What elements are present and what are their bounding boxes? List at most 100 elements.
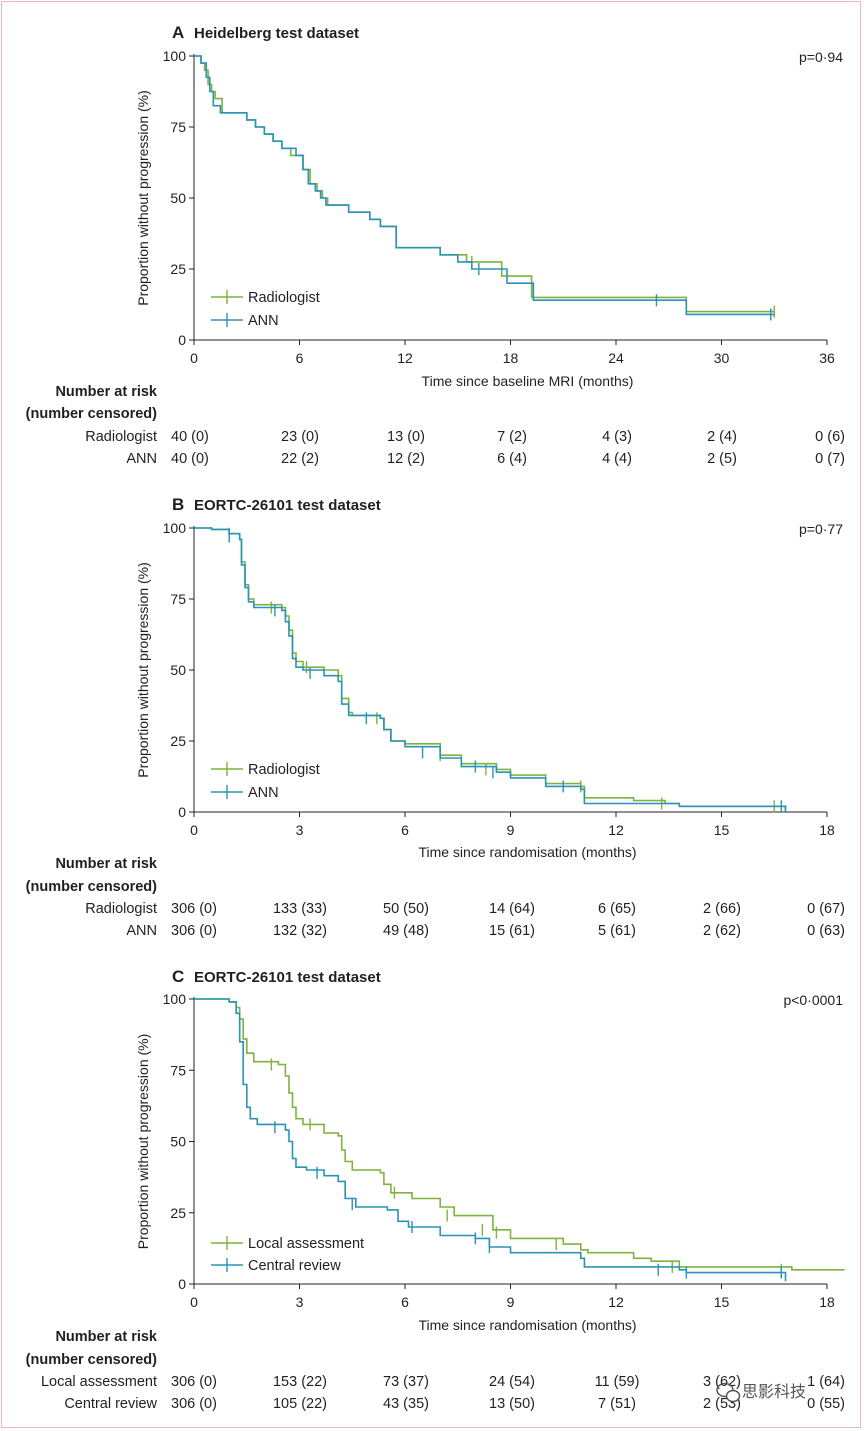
risk-value: 306 (0)	[171, 1374, 217, 1390]
y-tick-label: 0	[178, 804, 186, 820]
x-tick-label: 18	[503, 350, 519, 366]
x-tick-label: 9	[507, 1294, 515, 1310]
y-tick-label: 50	[170, 662, 186, 678]
x-tick-label: 18	[819, 1294, 835, 1310]
y-tick-label: 50	[170, 190, 186, 206]
x-tick-label: 3	[296, 1294, 304, 1310]
x-tick-label: 6	[296, 350, 304, 366]
risk-value: 14 (64)	[489, 901, 535, 917]
x-axis-label: Time since baseline MRI (months)	[422, 373, 634, 389]
x-tick-label: 24	[608, 350, 624, 366]
risk-value: 50 (50)	[383, 901, 429, 917]
risk-row-label: Radiologist	[85, 429, 157, 445]
risk-value: 6 (65)	[598, 901, 636, 917]
risk-table-heading: Number at risk	[55, 856, 157, 872]
legend-label: ANN	[248, 785, 279, 801]
panel-letter: A	[172, 23, 184, 42]
risk-value: 23 (0)	[281, 429, 319, 445]
risk-value: 6 (4)	[497, 451, 527, 467]
risk-value: 2 (66)	[703, 901, 741, 917]
risk-value: 11 (59)	[595, 1374, 640, 1390]
survival-curve-ann	[194, 527, 787, 812]
risk-value: 43 (35)	[383, 1396, 429, 1412]
y-tick-label: 50	[170, 1134, 186, 1150]
p-value: p<0·0001	[783, 992, 843, 1008]
legend-label: Central review	[248, 1258, 341, 1274]
x-tick-label: 36	[819, 350, 835, 366]
risk-value: 153 (22)	[273, 1374, 327, 1390]
risk-value: 0 (6)	[815, 429, 845, 445]
risk-value: 7 (2)	[497, 429, 527, 445]
p-value: p=0·94	[799, 49, 843, 65]
wechat-bubble-small	[725, 1389, 741, 1403]
risk-value: 4 (3)	[602, 429, 632, 445]
y-tick-label: 25	[170, 1205, 186, 1221]
y-tick-label: 0	[178, 1276, 186, 1292]
legend-label: ANN	[248, 313, 279, 329]
y-tick-label: 100	[163, 991, 187, 1007]
risk-table-subheading: (number censored)	[26, 406, 157, 422]
x-tick-label: 15	[714, 1294, 730, 1310]
risk-value: 105 (22)	[273, 1396, 327, 1412]
risk-table-subheading: (number censored)	[26, 1352, 157, 1368]
legend-label: Local assessment	[248, 1236, 364, 1252]
panel-b: B EORTC-26101 test dataset p=0·77 0 25 50 75 10…	[26, 495, 845, 939]
panel-a: A Heidelberg test dataset p=0·94 0 25 50 75 100…	[26, 23, 845, 467]
y-tick-label: 100	[163, 520, 187, 536]
watermark: 思影科技	[716, 1382, 806, 1403]
survival-curve-local-assessment	[194, 998, 845, 1271]
risk-row-label: Radiologist	[85, 901, 157, 917]
x-tick-label: 12	[397, 350, 413, 366]
risk-value: 133 (33)	[273, 901, 327, 917]
risk-row-label: ANN	[126, 923, 157, 939]
risk-value: 49 (48)	[383, 923, 429, 939]
risk-value: 15 (61)	[489, 923, 535, 939]
x-tick-label: 12	[608, 822, 624, 838]
risk-value: 1 (64)	[807, 1374, 845, 1390]
risk-value: 306 (0)	[171, 901, 217, 917]
panel-c: C EORTC-26101 test dataset p<0·0001 0 25 50 75…	[26, 967, 845, 1412]
legend-label: Radiologist	[248, 762, 320, 778]
y-tick-label: 75	[170, 1062, 186, 1078]
risk-value: 0 (63)	[807, 923, 845, 939]
risk-value: 306 (0)	[171, 923, 217, 939]
risk-value: 5 (61)	[598, 923, 636, 939]
y-tick-label: 100	[163, 48, 187, 64]
x-tick-label: 6	[401, 822, 409, 838]
risk-table-heading: Number at risk	[55, 384, 157, 400]
x-axis-label: Time since randomisation (months)	[418, 1317, 636, 1333]
risk-value: 7 (51)	[598, 1396, 636, 1412]
y-tick-label: 25	[170, 733, 186, 749]
risk-value: 2 (62)	[703, 923, 741, 939]
x-tick-label: 3	[296, 822, 304, 838]
legend-label: Radiologist	[248, 290, 320, 306]
risk-value: 40 (0)	[171, 429, 209, 445]
x-tick-label: 15	[714, 822, 730, 838]
risk-row-label: Local assessment	[41, 1374, 157, 1390]
risk-value: 73 (37)	[383, 1374, 429, 1390]
wechat-icon	[716, 1382, 741, 1403]
risk-row-label: ANN	[126, 451, 157, 467]
risk-table-heading: Number at risk	[55, 1329, 157, 1345]
x-tick-label: 12	[608, 1294, 624, 1310]
risk-value: 132 (32)	[273, 923, 327, 939]
y-tick-label: 25	[170, 261, 186, 277]
x-tick-label: 0	[190, 1294, 198, 1310]
risk-value: 0 (55)	[807, 1396, 845, 1412]
panel-title: Heidelberg test dataset	[194, 25, 359, 42]
y-axis-label: Proportion without progression (%)	[135, 1034, 151, 1250]
risk-value: 13 (0)	[387, 429, 425, 445]
risk-value: 4 (4)	[602, 451, 632, 467]
x-tick-label: 0	[190, 350, 198, 366]
survival-curve-central-review	[194, 998, 787, 1282]
x-tick-label: 30	[714, 350, 730, 366]
survival-curve-radiologist	[194, 55, 775, 313]
y-tick-label: 0	[178, 332, 186, 348]
risk-value: 0 (7)	[815, 451, 845, 467]
x-tick-label: 9	[507, 822, 515, 838]
x-axis-label: Time since randomisation (months)	[418, 844, 636, 860]
x-tick-label: 6	[401, 1294, 409, 1310]
risk-value: 306 (0)	[171, 1396, 217, 1412]
